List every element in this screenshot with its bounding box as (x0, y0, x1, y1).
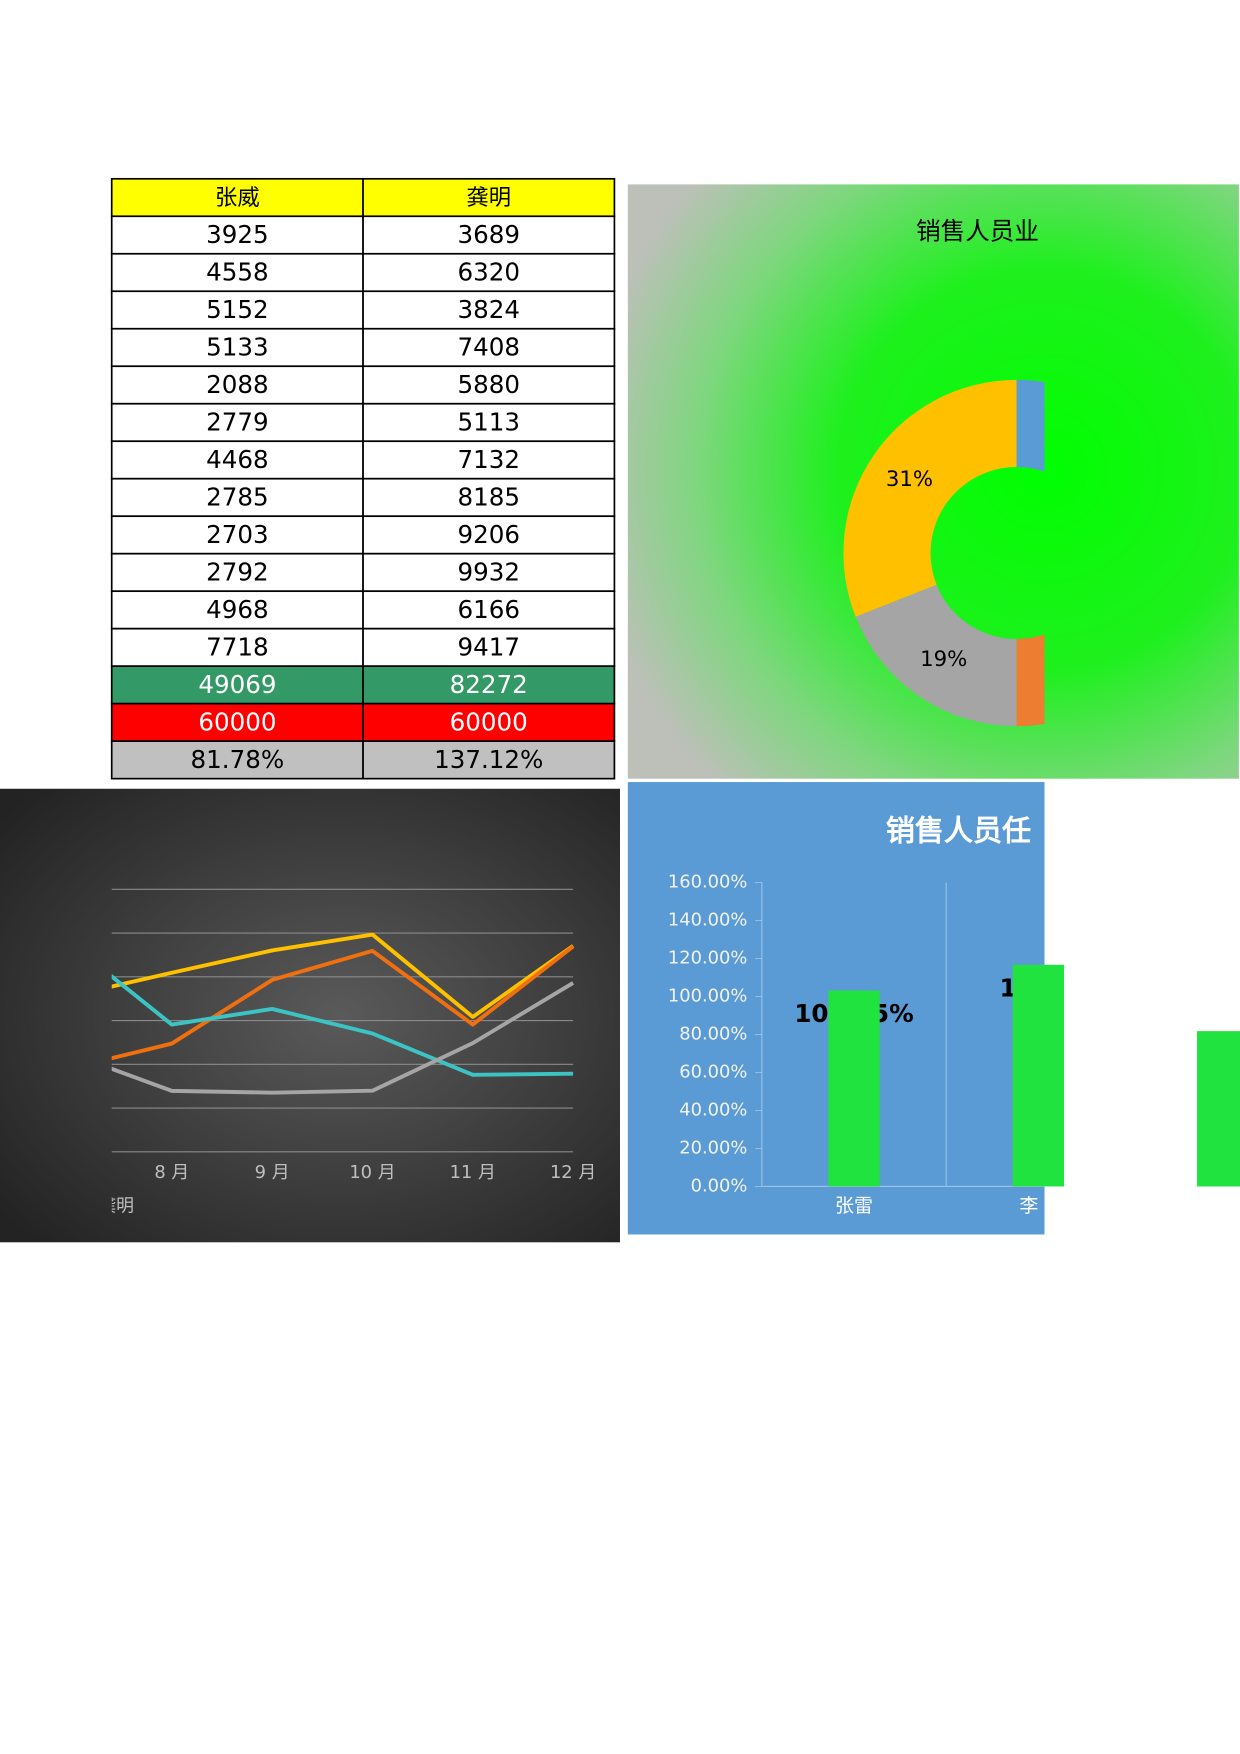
cell (362, 740, 616, 780)
cell (362, 365, 616, 405)
line-panel (0, 788, 620, 1243)
cell-text: 9932 (457, 558, 520, 587)
cell (362, 177, 616, 218)
cell-text: 82272 (450, 670, 528, 699)
cell (362, 702, 616, 742)
cell (110, 552, 364, 593)
line-series (111, 932, 575, 1019)
line-series (111, 944, 575, 1061)
line-series (111, 973, 574, 1077)
cell (362, 665, 616, 705)
y-tick-label: 160.00% (668, 872, 747, 893)
cell (362, 590, 616, 630)
cell-text: 5880 (457, 370, 520, 399)
cell-text: 7132 (457, 445, 520, 474)
cell-text: 137.12% (434, 745, 543, 774)
data-label: 31% (886, 467, 933, 492)
y-tick-label: 20.00% (679, 1137, 747, 1158)
donut-slice (843, 379, 1017, 617)
cell-text: 2779 (206, 408, 269, 437)
cell (362, 552, 616, 593)
cell-text: 3925 (206, 220, 269, 249)
x-tick-label: 李 (1019, 1195, 1038, 1217)
bar (828, 990, 880, 1187)
cell (110, 515, 364, 555)
cell-text: 60000 (198, 708, 276, 737)
cell-text: 4468 (206, 445, 269, 474)
cell (110, 740, 364, 780)
cell (110, 590, 364, 630)
y-tick-label: 120.00% (668, 948, 747, 969)
cell-text: 7718 (206, 633, 269, 662)
cell-text: 6320 (457, 258, 520, 287)
line-series (111, 981, 575, 1095)
cell-text: 2785 (206, 483, 269, 512)
donut-chart: 销售人员业 19% 31% (843, 216, 1045, 727)
cell-text: 60000 (450, 708, 528, 737)
chart-title: 销售人员业 (916, 216, 1039, 245)
y-tick-label: 60.00% (679, 1061, 747, 1082)
y-tick-label: 100.00% (668, 986, 747, 1007)
x-tick-label: 11 月 (450, 1162, 496, 1183)
x-tick-label: 9 月 (255, 1162, 290, 1183)
x-tick-label: 8 月 (154, 1162, 189, 1183)
cell-text: 2792 (206, 558, 269, 587)
cell-text: 4968 (206, 595, 269, 624)
x-tick-label: 10 月 (349, 1162, 395, 1183)
donut-slice (1016, 379, 1045, 472)
bar (1012, 964, 1065, 1187)
cell (362, 327, 616, 368)
cell-text: 4558 (206, 258, 269, 287)
y-tick-label: 80.00% (679, 1024, 747, 1045)
cell (362, 477, 616, 518)
cell-text: 49069 (198, 670, 276, 699)
cell (362, 515, 616, 555)
cell (110, 477, 364, 518)
cell-text: 9417 (457, 633, 520, 662)
y-tick-label: 40.00% (679, 1099, 747, 1120)
cell-text: 9206 (457, 520, 520, 549)
cell (110, 177, 364, 218)
cell (110, 702, 364, 742)
chart-title: 销售人员任 (886, 813, 1031, 847)
cell-text: 81.78% (191, 745, 285, 774)
cell-text: 3689 (457, 220, 520, 249)
cell-text: 6166 (457, 595, 520, 624)
bar (1196, 1031, 1240, 1187)
cell-text: 5152 (206, 295, 269, 324)
x-tick-label: 张雷 (835, 1195, 873, 1217)
line-chart: 8 月 9 月 10 月 11 月 12 月龚明 (98, 888, 596, 1217)
table: 张威 龚明 3925 3689 4558 6320 5152 3824 5133 7408 2088… (110, 177, 616, 780)
cell-text: 龚明 (466, 185, 511, 211)
data-label: 19% (920, 647, 967, 672)
cell-text: 2703 (206, 520, 269, 549)
donut-slice (1016, 634, 1045, 727)
donut-slice (855, 584, 1017, 727)
cell (362, 627, 616, 668)
cell-text: 2088 (206, 370, 269, 399)
cell (362, 215, 616, 255)
y-tick-label: 0.00% (691, 1175, 748, 1196)
cell-text: 8185 (457, 483, 520, 512)
legend-label: 龚明 (98, 1196, 134, 1217)
x-tick-label: 12 月 (550, 1162, 596, 1183)
cell-text: 5133 (206, 333, 269, 362)
cell (362, 402, 616, 443)
cell-text: 7408 (457, 333, 520, 362)
cell-text: 5113 (457, 408, 520, 437)
cell (362, 252, 616, 293)
cell-text: 张威 (215, 185, 260, 211)
cell (110, 665, 364, 705)
y-tick-label: 140.00% (668, 910, 747, 931)
cell-text: 3824 (457, 295, 520, 324)
cell (362, 440, 616, 480)
cell (362, 290, 616, 330)
bar-chart-marks (828, 964, 1240, 1187)
